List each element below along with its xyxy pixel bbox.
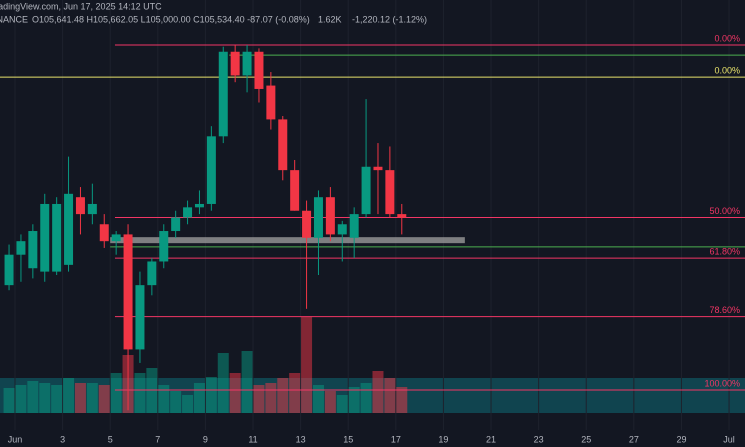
candle-body: [385, 170, 395, 215]
x-tick-label: 11: [248, 434, 257, 444]
volume-bar: [324, 391, 336, 413]
candle-body: [337, 224, 347, 235]
volume-bar: [301, 317, 313, 413]
fib-label: 78.60%: [709, 305, 740, 315]
volume-bar: [336, 395, 348, 413]
volume-bar: [98, 385, 110, 413]
candle-body: [111, 234, 121, 242]
candle-body: [194, 203, 204, 208]
volume-bar: [3, 388, 15, 413]
candle-body: [64, 193, 74, 265]
fib-label: 100.00%: [704, 378, 740, 388]
volume-bar: [63, 378, 75, 413]
volume-bar: [39, 383, 51, 413]
volume-bar: [134, 373, 146, 413]
candle-body: [313, 197, 323, 238]
symbol: BINANCE: [0, 14, 28, 24]
fib-label: 50.00%: [709, 206, 740, 216]
volume-bar: [170, 391, 182, 413]
candle-body: [325, 197, 335, 235]
candle-body: [123, 234, 133, 350]
candle-body: [242, 51, 252, 76]
x-tick-label: 27: [629, 434, 639, 444]
candle-body: [290, 170, 300, 211]
x-tick-label: 25: [581, 434, 591, 444]
change: -1,220.12 (-1.12%): [352, 14, 427, 24]
x-tick-label: 29: [676, 434, 686, 444]
x-tick-label: Jul: [723, 434, 735, 444]
volume: 1.62K: [318, 14, 342, 24]
volume-bar: [193, 383, 205, 413]
volume-bar: [86, 383, 98, 413]
candle-body: [28, 231, 38, 269]
volume-bar: [277, 378, 289, 413]
volume-bar: [74, 383, 86, 413]
volume-bar: [265, 383, 277, 413]
candle-body: [361, 166, 371, 215]
candle-body: [135, 285, 145, 350]
plot: [0, 44, 745, 413]
volume-bar: [158, 385, 170, 413]
candle-body: [183, 207, 193, 218]
candle-body: [254, 51, 264, 89]
x-tick-label: 15: [343, 434, 353, 444]
fib-label: 61.80%: [709, 246, 740, 256]
candle-body: [87, 203, 97, 215]
volume-bar: [182, 395, 194, 413]
x-tick-label: 17: [391, 434, 401, 444]
fib-label: 0.00%: [714, 33, 740, 43]
grid: [14, 0, 730, 430]
x-tick-label: 21: [486, 434, 496, 444]
candle-body: [397, 214, 407, 218]
volume-bar: [348, 387, 360, 413]
volume-bar: [241, 351, 253, 413]
candle-body: [266, 85, 276, 120]
candle-body: [147, 261, 157, 286]
volume-bar: [253, 385, 265, 413]
candle-body: [218, 51, 228, 137]
candle-body: [40, 203, 50, 272]
candle-body: [52, 203, 62, 272]
candle-body: [278, 119, 288, 171]
candle-body: [230, 51, 240, 76]
candle-body: [171, 217, 181, 232]
volume-bar: [360, 383, 372, 413]
volume-bar: [384, 378, 396, 413]
candle-body: [349, 214, 359, 238]
candle-body: [302, 210, 312, 238]
x-tick-label: 19: [438, 434, 448, 444]
x-tick-label: 3: [60, 434, 65, 444]
volume-bar: [27, 381, 39, 413]
volume-bar: [396, 387, 408, 413]
x-tick-label: Jun: [8, 434, 23, 444]
volume-bar: [372, 371, 384, 413]
candle-body: [4, 254, 14, 286]
candle-body: [206, 136, 216, 204]
volume-bar: [51, 385, 63, 413]
x-tick-label: 9: [203, 434, 208, 444]
volume-bar: [110, 373, 122, 413]
volume-bar: [229, 373, 241, 413]
x-tick-label: 7: [155, 434, 160, 444]
volume-bar: [312, 385, 324, 413]
x-tick-label: 5: [108, 434, 113, 444]
volume-bar: [15, 385, 27, 413]
candle-body: [373, 166, 383, 171]
candle-body: [99, 224, 109, 242]
fib-label: 0.00%: [714, 65, 740, 75]
volume-bar: [289, 373, 301, 413]
candle-body: [75, 197, 85, 215]
candle-body: [159, 231, 169, 262]
support-band: [110, 237, 465, 244]
source: TradingView.com, Jun 17, 2025 14:12 UTC: [0, 1, 162, 11]
x-tick-label: 13: [296, 434, 306, 444]
candle-body: [16, 241, 26, 255]
x-tick-label: 23: [534, 434, 544, 444]
volume-bar: [205, 377, 217, 413]
ohlc: O105,641.48 H105,662.05 L105,000.00 C105…: [32, 14, 310, 24]
volume-bar: [217, 353, 229, 413]
